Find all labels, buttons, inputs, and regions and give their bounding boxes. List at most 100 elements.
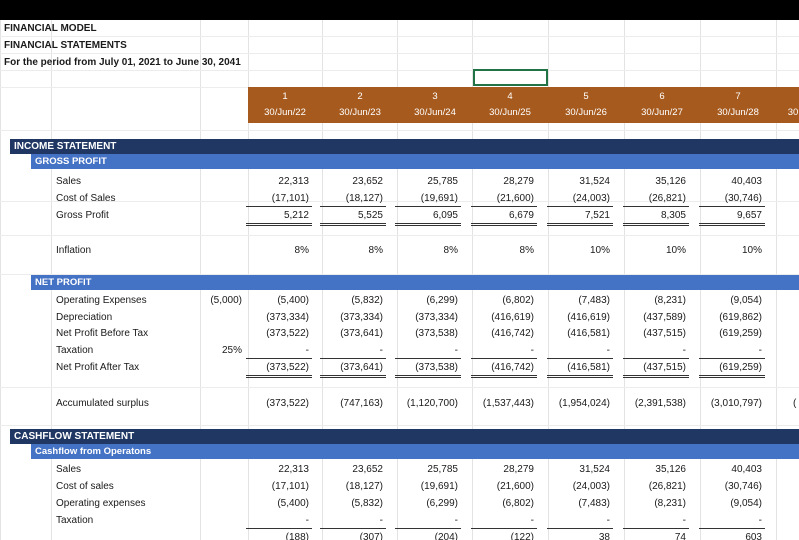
accum-cell[interactable]: (3,010,797) [710,398,762,409]
gross-cell[interactable]: 9,657 [736,210,762,221]
opex-cell[interactable]: (6,299) [426,295,458,306]
inflation-cell[interactable]: 8% [294,245,309,256]
inflation-cell[interactable]: 8% [368,245,383,256]
tax-cell[interactable]: - [682,345,686,356]
sales-cell[interactable]: 22,313 [278,176,309,187]
tax-cell[interactable]: - [454,515,458,526]
opex-cell[interactable]: (9,054) [730,498,762,509]
sales-cell[interactable]: 23,652 [352,464,383,475]
accum-cell[interactable]: (1,537,443) [482,398,534,409]
npat-cell[interactable]: (437,515) [643,362,686,373]
inflation-cell[interactable]: 10% [741,245,762,256]
accum-cell[interactable]: (1,120,700) [406,398,458,409]
dep-cell[interactable]: (437,589) [643,312,686,323]
cost-cell[interactable]: (18,127) [345,193,383,204]
selected-cell[interactable] [473,69,548,86]
npbt-cell[interactable]: (373,538) [415,328,458,339]
cost-cell[interactable]: (17,101) [271,481,309,492]
tax-cell[interactable]: - [606,345,610,356]
npbt-cell[interactable]: (373,522) [266,328,309,339]
inflation-cell[interactable]: 10% [665,245,686,256]
cost-cell[interactable]: (24,003) [572,481,610,492]
cost-cell[interactable]: (26,821) [648,193,686,204]
sales-cell[interactable]: 25,785 [427,464,458,475]
tax-cell[interactable]: - [379,515,383,526]
npat-cell[interactable]: (373,538) [415,362,458,373]
cost-cell[interactable]: (30,746) [724,481,762,492]
tax-cell[interactable]: - [682,515,686,526]
opex-cell[interactable]: (5,400) [277,295,309,306]
tax-cell[interactable]: - [758,345,762,356]
partial-cell[interactable]: 603 [745,532,762,540]
npat-cell[interactable]: (416,581) [567,362,610,373]
opex-cell[interactable]: (7,483) [578,498,610,509]
cost-cell[interactable]: (19,691) [420,481,458,492]
inflation-cell[interactable]: 8% [443,245,458,256]
dep-cell[interactable]: (416,619) [567,312,610,323]
dep-cell[interactable]: (619,862) [719,312,762,323]
partial-cell[interactable]: (122) [510,532,534,540]
tax-cell[interactable]: - [758,515,762,526]
partial-cell[interactable]: (204) [434,532,458,540]
accum-cell[interactable]: (747,163) [340,398,383,409]
cost-cell[interactable]: (17,101) [271,193,309,204]
sales-cell[interactable]: 35,126 [655,464,686,475]
dep-cell[interactable]: (416,619) [491,312,534,323]
tax-cell[interactable]: - [530,515,534,526]
sales-cell[interactable]: 40,403 [731,176,762,187]
gross-cell[interactable]: 7,521 [584,210,610,221]
cost-cell[interactable]: (18,127) [345,481,383,492]
gross-cell[interactable]: 6,095 [432,210,458,221]
gross-cell[interactable]: 6,679 [508,210,534,221]
accum-cell[interactable]: (1,954,024) [558,398,610,409]
npbt-cell[interactable]: (373,641) [340,328,383,339]
sales-cell[interactable]: 28,279 [503,176,534,187]
cost-cell[interactable]: (21,600) [496,193,534,204]
gross-cell[interactable]: 5,212 [283,210,309,221]
npbt-cell[interactable]: (416,742) [491,328,534,339]
inflation-cell[interactable]: 10% [589,245,610,256]
tax-pre-value[interactable]: 25% [221,345,242,356]
cost-cell[interactable]: (26,821) [648,481,686,492]
opex-cell[interactable]: (8,231) [654,498,686,509]
sales-cell[interactable]: 31,524 [579,464,610,475]
npbt-cell[interactable]: (437,515) [643,328,686,339]
tax-cell[interactable]: - [606,515,610,526]
opex-cell[interactable]: (6,299) [426,498,458,509]
npat-cell[interactable]: (619,259) [719,362,762,373]
npat-cell[interactable]: (373,522) [266,362,309,373]
cost-cell[interactable]: (19,691) [420,193,458,204]
opex-cell[interactable]: (6,802) [502,498,534,509]
sales-cell[interactable]: 28,279 [503,464,534,475]
npbt-cell[interactable]: (416,581) [567,328,610,339]
tax-cell[interactable]: - [305,515,309,526]
npat-cell[interactable]: (373,641) [340,362,383,373]
dep-cell[interactable]: (373,334) [340,312,383,323]
sales-cell[interactable]: 40,403 [731,464,762,475]
opex-pre-value[interactable]: (5,000) [210,295,242,306]
inflation-cell[interactable]: 8% [519,245,534,256]
sales-cell[interactable]: 23,652 [352,176,383,187]
dep-cell[interactable]: (373,334) [266,312,309,323]
sales-cell[interactable]: 35,126 [655,176,686,187]
partial-cell[interactable]: (307) [359,532,383,540]
sales-cell[interactable]: 22,313 [278,464,309,475]
accum-cell[interactable]: (373,522) [266,398,309,409]
cost-cell[interactable]: (24,003) [572,193,610,204]
opex-cell[interactable]: (7,483) [578,295,610,306]
sales-cell[interactable]: 25,785 [427,176,458,187]
tax-cell[interactable]: - [530,345,534,356]
partial-cell[interactable]: 74 [674,532,686,540]
opex-cell[interactable]: (5,832) [351,295,383,306]
sales-cell[interactable]: 31,524 [579,176,610,187]
partial-cell[interactable]: 38 [598,532,610,540]
npat-cell[interactable]: (416,742) [491,362,534,373]
cost-cell[interactable]: (21,600) [496,481,534,492]
cost-cell[interactable]: (30,746) [724,193,762,204]
opex-cell[interactable]: (9,054) [730,295,762,306]
tax-cell[interactable]: - [454,345,458,356]
gross-cell[interactable]: 8,305 [660,210,686,221]
opex-cell[interactable]: (5,400) [277,498,309,509]
tax-cell[interactable]: - [379,345,383,356]
tax-cell[interactable]: - [305,345,309,356]
